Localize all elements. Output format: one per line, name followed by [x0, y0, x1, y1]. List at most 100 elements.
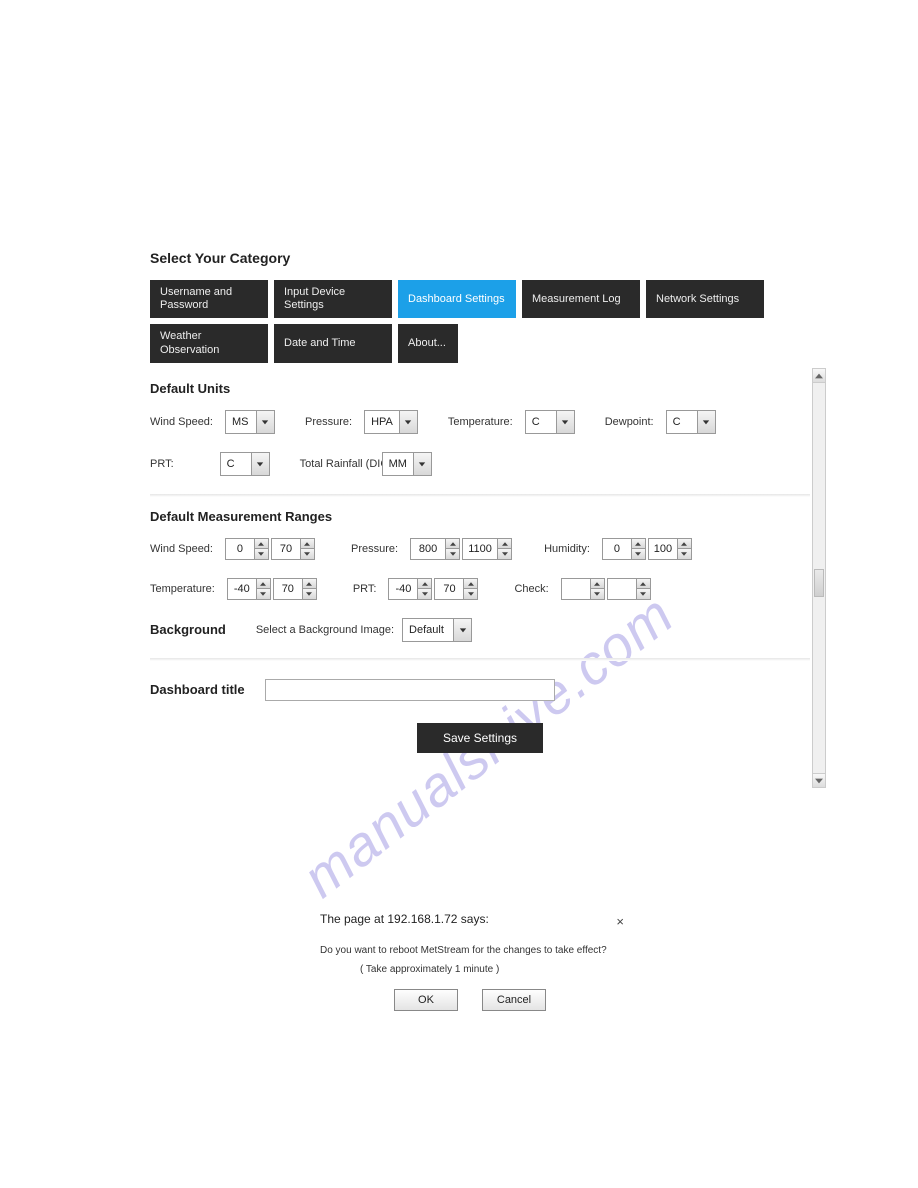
wind-speed-unit-select[interactable]: MS	[225, 410, 275, 434]
background-image-select[interactable]: Default	[402, 618, 472, 642]
humidity-min-spinner[interactable]: 0	[602, 538, 646, 560]
humidity-max-spinner[interactable]: 100	[648, 538, 692, 560]
save-settings-button[interactable]: Save Settings	[417, 723, 543, 753]
dropdown-icon	[556, 411, 574, 433]
prt-unit-select[interactable]: C	[220, 452, 270, 476]
prt-min-value: -40	[389, 579, 417, 599]
confirm-dialog: × The page at 192.168.1.72 says: Do you …	[320, 912, 620, 1011]
settings-panel: Select Your Category Username and Passwo…	[150, 250, 810, 753]
spinner-buttons	[497, 539, 511, 559]
prt-range-label: PRT:	[353, 583, 377, 595]
temperature-unit-label: Temperature:	[448, 416, 513, 428]
tab-username-password[interactable]: Username and Password	[150, 280, 268, 318]
tab-date-and-time[interactable]: Date and Time	[274, 324, 392, 362]
category-tabs: Username and Password Input Device Setti…	[150, 280, 810, 363]
temperature-unit-value: C	[526, 411, 556, 433]
wind-speed-min-spinner[interactable]: 0	[225, 538, 269, 560]
spinner-buttons	[300, 539, 314, 559]
spinner-buttons	[256, 579, 270, 599]
pressure-min-value: 800	[411, 539, 445, 559]
dropdown-icon	[251, 453, 269, 475]
prt-max-spinner[interactable]: 70	[434, 578, 478, 600]
dialog-cancel-button[interactable]: Cancel	[482, 989, 546, 1011]
tab-about[interactable]: About...	[398, 324, 458, 362]
spinner-buttons	[417, 579, 431, 599]
ranges-row-1: Wind Speed: 0 70 Pressure: 800 1100 Humi…	[150, 538, 810, 560]
dialog-message: Do you want to reboot MetStream for the …	[320, 944, 620, 958]
spinner-buttons	[302, 579, 316, 599]
rainfall-unit-value: MM	[383, 453, 413, 475]
prt-max-value: 70	[435, 579, 463, 599]
dialog-note: ( Take approximately 1 minute )	[360, 964, 620, 975]
wind-speed-unit-value: MS	[226, 411, 256, 433]
dialog-close-icon[interactable]: ×	[616, 914, 624, 929]
tab-network-settings[interactable]: Network Settings	[646, 280, 764, 318]
dialog-ok-button[interactable]: OK	[394, 989, 458, 1011]
temperature-range-label: Temperature:	[150, 583, 215, 595]
scrollbar-thumb[interactable]	[814, 569, 824, 597]
humidity-max-value: 100	[649, 539, 677, 559]
vertical-scrollbar[interactable]	[812, 368, 826, 788]
tab-measurement-log[interactable]: Measurement Log	[522, 280, 640, 318]
default-units-row-2: PRT: C Total Rainfall (DIG1): MM	[150, 452, 810, 476]
temperature-max-value: 70	[274, 579, 302, 599]
temperature-unit-select[interactable]: C	[525, 410, 575, 434]
dropdown-icon	[697, 411, 715, 433]
dewpoint-unit-label: Dewpoint:	[605, 416, 654, 428]
rainfall-unit-select[interactable]: MM	[382, 452, 432, 476]
default-units-row-1: Wind Speed: MS Pressure: HPA Temperature…	[150, 410, 810, 434]
spinner-buttons	[445, 539, 459, 559]
pressure-unit-label: Pressure:	[305, 416, 352, 428]
prt-min-spinner[interactable]: -40	[388, 578, 432, 600]
dashboard-title-input[interactable]	[265, 679, 555, 701]
check-range-label: Check:	[514, 583, 548, 595]
spinner-buttons	[636, 579, 650, 599]
dropdown-icon	[453, 619, 471, 641]
pressure-max-spinner[interactable]: 1100	[462, 538, 512, 560]
spinner-buttons	[254, 539, 268, 559]
scroll-up-icon	[813, 369, 825, 383]
pressure-max-value: 1100	[463, 539, 497, 559]
dewpoint-unit-select[interactable]: C	[666, 410, 716, 434]
background-heading: Background	[150, 622, 226, 637]
spinner-buttons	[677, 539, 691, 559]
spinner-buttons	[590, 579, 604, 599]
spinner-buttons	[463, 579, 477, 599]
temperature-min-spinner[interactable]: -40	[227, 578, 271, 600]
temperature-max-spinner[interactable]: 70	[273, 578, 317, 600]
dropdown-icon	[399, 411, 417, 433]
dropdown-icon	[256, 411, 274, 433]
rainfall-unit-label: Total Rainfall (DIG1):	[300, 458, 370, 470]
dewpoint-unit-value: C	[667, 411, 697, 433]
pressure-unit-value: HPA	[365, 411, 399, 433]
section-divider	[150, 658, 810, 661]
pressure-unit-select[interactable]: HPA	[364, 410, 418, 434]
ranges-heading: Default Measurement Ranges	[150, 509, 810, 524]
ranges-row-2: Temperature: -40 70 PRT: -40 70 Check:	[150, 578, 810, 600]
check-min-spinner[interactable]	[561, 578, 605, 600]
dashboard-title-row: Dashboard title	[150, 679, 810, 701]
default-units-heading: Default Units	[150, 381, 810, 396]
humidity-min-value: 0	[603, 539, 631, 559]
tab-dashboard-settings[interactable]: Dashboard Settings	[398, 280, 516, 318]
wind-speed-unit-label: Wind Speed:	[150, 416, 213, 428]
spinner-buttons	[631, 539, 645, 559]
check-max-spinner[interactable]	[607, 578, 651, 600]
wind-speed-range-label: Wind Speed:	[150, 543, 213, 555]
check-max-value	[608, 579, 636, 599]
wind-speed-max-value: 70	[272, 539, 300, 559]
pressure-min-spinner[interactable]: 800	[410, 538, 460, 560]
dashboard-title-label: Dashboard title	[150, 682, 245, 697]
background-image-value: Default	[403, 619, 453, 641]
section-divider	[150, 494, 810, 497]
page-heading: Select Your Category	[150, 250, 810, 266]
pressure-range-label: Pressure:	[351, 543, 398, 555]
dialog-title: The page at 192.168.1.72 says:	[320, 912, 620, 926]
background-row: Background Select a Background Image: De…	[150, 618, 810, 642]
check-min-value	[562, 579, 590, 599]
wind-speed-max-spinner[interactable]: 70	[271, 538, 315, 560]
prt-unit-label: PRT:	[150, 458, 174, 470]
background-select-label: Select a Background Image:	[256, 624, 394, 636]
tab-weather-observation[interactable]: Weather Observation	[150, 324, 268, 362]
tab-input-device-settings[interactable]: Input Device Settings	[274, 280, 392, 318]
